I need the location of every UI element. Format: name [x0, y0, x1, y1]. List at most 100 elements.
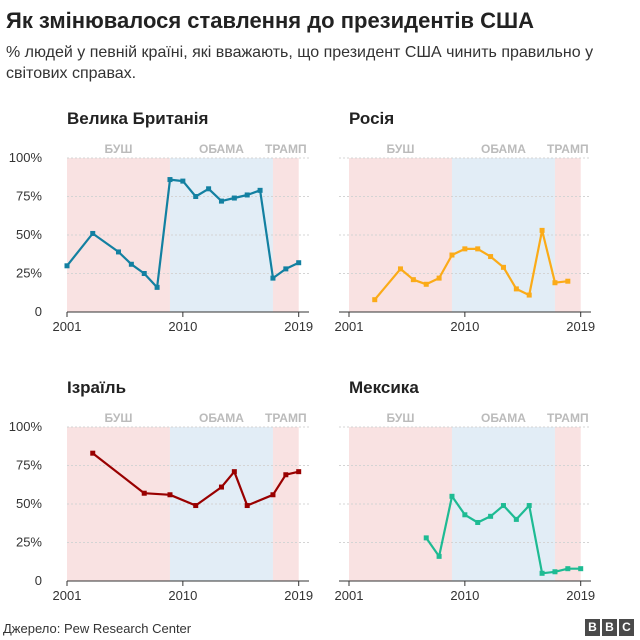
data-point	[539, 570, 545, 576]
data-point	[141, 490, 147, 496]
era-label: ТРАМП	[265, 411, 307, 425]
x-tick-label: 2001	[53, 319, 82, 334]
data-point	[296, 260, 302, 266]
era-label: ОБАМА	[481, 142, 526, 156]
data-point	[244, 192, 250, 198]
y-tick-label: 75%	[16, 458, 42, 473]
data-point	[449, 252, 455, 258]
era-label: ОБАМА	[481, 411, 526, 425]
era-label: ОБАМА	[199, 411, 244, 425]
y-tick-label: 75%	[16, 189, 42, 204]
page-title: Як змінювалося ставлення до президентів …	[6, 8, 535, 33]
x-tick-label: 2001	[335, 588, 364, 603]
x-tick-label: 2019	[566, 588, 595, 603]
era-label: БУШ	[387, 142, 415, 156]
era-label: ТРАМП	[265, 142, 307, 156]
series-line	[92, 452, 299, 507]
data-point	[218, 484, 224, 490]
logo-block-b1: B	[585, 619, 600, 636]
data-point	[206, 186, 212, 192]
era-label: ТРАМП	[547, 411, 589, 425]
era-label: БУШ	[105, 411, 133, 425]
bbc-logo: B B C	[585, 619, 634, 636]
chart-panel-2: БУШ ОБАМА ТРАМП 2001 2010 2019 Росія	[335, 109, 596, 334]
data-point	[64, 263, 70, 269]
data-point	[565, 566, 571, 572]
data-point	[231, 469, 237, 475]
y-tick-label: 0	[35, 573, 42, 588]
data-point	[565, 278, 571, 284]
y-tick-label: 50%	[16, 227, 42, 242]
data-point	[526, 292, 532, 298]
data-point	[90, 450, 96, 456]
logo-block-c: C	[619, 619, 634, 636]
data-point	[270, 275, 276, 281]
data-point	[410, 277, 416, 283]
data-point	[423, 535, 429, 541]
era-label: БУШ	[105, 142, 133, 156]
x-tick-label: 2019	[284, 588, 313, 603]
chart-panel-4: БУШ ОБАМА ТРАМП 2001 2010 2019 Мексика	[335, 378, 596, 603]
y-tick-label: 100%	[9, 150, 43, 165]
data-point	[436, 275, 442, 281]
data-point	[372, 297, 378, 303]
chart-panel-3: БУШ ОБАМА ТРАМП 0 25% 50% 75% 100% 2001 2010 2019 І…	[9, 378, 313, 603]
panel-title: Росія	[349, 109, 394, 128]
era-band	[169, 427, 273, 581]
data-point	[539, 227, 545, 233]
panel-title: Ізраїль	[67, 378, 126, 397]
data-point	[193, 194, 199, 199]
data-point	[500, 503, 506, 509]
data-point	[526, 503, 532, 509]
y-tick-label: 25%	[16, 266, 42, 281]
data-point	[513, 286, 519, 292]
x-tick-label: 2019	[566, 319, 595, 334]
y-tick-label: 50%	[16, 496, 42, 511]
data-point	[296, 469, 302, 475]
data-point	[488, 513, 494, 519]
data-point	[578, 566, 584, 572]
era-band	[67, 427, 170, 581]
x-tick-label: 2010	[450, 319, 479, 334]
y-tick-label: 25%	[16, 535, 42, 550]
logo-block-b2: B	[602, 619, 617, 636]
x-tick-label: 2010	[450, 588, 479, 603]
data-point	[552, 280, 558, 286]
data-point	[436, 553, 442, 559]
data-point	[513, 516, 519, 522]
data-point	[193, 503, 199, 509]
era-label: ТРАМП	[547, 142, 589, 156]
data-point	[488, 254, 494, 260]
data-point	[552, 569, 558, 575]
data-point	[449, 493, 455, 499]
data-point	[154, 284, 160, 290]
data-point	[462, 246, 468, 252]
data-point	[231, 195, 237, 201]
data-point	[462, 512, 468, 518]
data-point	[218, 198, 224, 204]
x-tick-label: 2019	[284, 319, 313, 334]
era-label: БУШ	[387, 411, 415, 425]
x-tick-label: 2010	[168, 319, 197, 334]
y-tick-label: 100%	[9, 419, 43, 434]
data-point	[167, 492, 173, 498]
data-point	[397, 266, 403, 272]
data-point	[115, 249, 121, 255]
data-point	[270, 492, 276, 498]
x-tick-label: 2010	[168, 588, 197, 603]
source-note: Джерело: Pew Research Center	[3, 621, 192, 636]
era-band	[67, 158, 170, 312]
data-point	[423, 281, 429, 287]
y-tick-label: 0	[35, 304, 42, 319]
era-label: ОБАМА	[199, 142, 244, 156]
data-point	[257, 187, 263, 193]
data-point	[283, 472, 289, 478]
data-point	[128, 261, 134, 267]
panel-title: Велика Британія	[67, 109, 208, 128]
chart-panel-1: БУШ ОБАМА ТРАМП 0 25% 50% 75% 100% 2001 2010 2019 В…	[9, 109, 313, 334]
era-band	[169, 158, 273, 312]
data-point	[244, 503, 250, 509]
era-band	[272, 427, 299, 581]
data-point	[283, 266, 289, 272]
